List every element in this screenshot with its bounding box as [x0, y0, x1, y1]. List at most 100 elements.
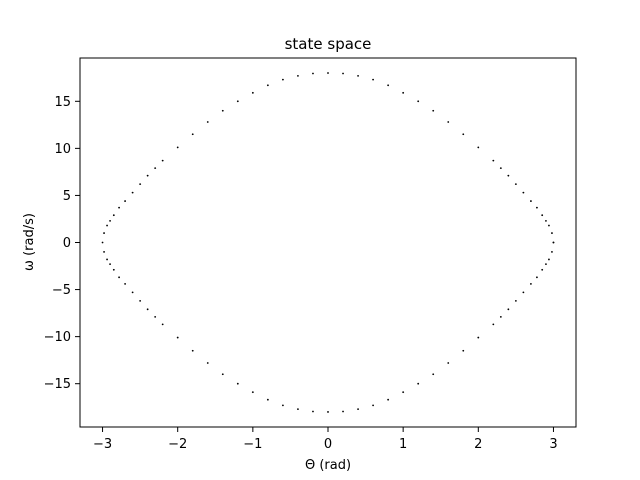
- data-point: [251, 91, 254, 94]
- data-point: [236, 382, 239, 385]
- data-point: [548, 224, 550, 227]
- data-point: [522, 291, 525, 294]
- y-tick-label: −5: [52, 283, 71, 298]
- x-tick-label: 2: [474, 437, 482, 452]
- data-point: [551, 251, 553, 253]
- data-point: [402, 391, 405, 394]
- data-point: [154, 315, 157, 318]
- data-point: [357, 74, 359, 77]
- data-point: [342, 410, 344, 413]
- x-axis-label: Θ (rad): [305, 458, 351, 473]
- data-point: [161, 323, 164, 326]
- data-point: [101, 241, 104, 244]
- data-point: [507, 174, 510, 177]
- data-point: [477, 146, 480, 149]
- data-point: [462, 349, 465, 352]
- y-axis-ticks: −15 −10 −5 0 5 10 15: [44, 95, 80, 392]
- data-point: [387, 398, 390, 401]
- data-point: [146, 174, 149, 177]
- data-point: [118, 206, 120, 209]
- data-point: [447, 121, 450, 123]
- x-axis-ticks: −3 −2 −1 0 1 2 3: [93, 427, 558, 452]
- data-point: [545, 263, 547, 266]
- data-point: [536, 276, 538, 279]
- data-point: [312, 72, 314, 75]
- data-point: [447, 362, 450, 364]
- data-point: [154, 167, 157, 170]
- y-tick-label: 5: [63, 189, 71, 204]
- data-point: [522, 191, 525, 194]
- data-point: [124, 283, 126, 285]
- data-point: [530, 283, 532, 285]
- data-point: [266, 84, 269, 87]
- plot-frame: [79, 57, 577, 428]
- data-point: [492, 159, 495, 162]
- chart-title: state space: [285, 35, 372, 53]
- data-point: [221, 109, 224, 112]
- data-point: [131, 191, 134, 194]
- data-point: [514, 299, 517, 302]
- data-point: [499, 167, 502, 170]
- data-point: [282, 404, 284, 407]
- data-point: [191, 133, 194, 136]
- data-point: [432, 109, 435, 112]
- data-point: [139, 183, 142, 186]
- data-point: [312, 410, 314, 413]
- data-point: [372, 404, 374, 407]
- data-point: [402, 91, 405, 94]
- data-point: [131, 291, 134, 294]
- data-point: [297, 408, 299, 411]
- data-point: [206, 121, 209, 123]
- data-point: [372, 78, 374, 81]
- x-tick-label: −1: [243, 437, 262, 452]
- data-point: [507, 308, 510, 311]
- data-point: [103, 232, 105, 234]
- data-point: [477, 336, 480, 339]
- data-point: [417, 100, 420, 103]
- data-point: [103, 251, 105, 253]
- data-point: [221, 373, 224, 376]
- data-point: [206, 362, 209, 364]
- data-point: [236, 100, 239, 103]
- data-point: [342, 72, 344, 75]
- data-point: [530, 200, 532, 202]
- x-tick-label: 1: [399, 437, 407, 452]
- data-point: [499, 315, 502, 318]
- x-tick-label: −3: [93, 437, 112, 452]
- data-point: [357, 408, 359, 411]
- x-tick-label: 3: [549, 437, 557, 452]
- data-point: [106, 224, 108, 227]
- data-point: [146, 308, 149, 311]
- data-point: [118, 276, 120, 279]
- y-tick-label: 0: [63, 236, 71, 251]
- data-point: [112, 268, 115, 271]
- data-point: [417, 382, 420, 385]
- y-tick-label: −15: [44, 377, 71, 392]
- data-point: [266, 398, 269, 401]
- data-point: [387, 84, 390, 87]
- data-point: [109, 219, 111, 222]
- data-point: [161, 159, 164, 162]
- data-point: [552, 241, 555, 244]
- data-point: [106, 258, 108, 261]
- data-point: [551, 232, 553, 234]
- data-point: [282, 78, 284, 81]
- y-axis-label: ω (rad/s): [22, 213, 37, 271]
- data-point: [541, 214, 544, 217]
- data-point: [327, 72, 329, 74]
- data-point: [124, 200, 126, 202]
- data-point: [176, 336, 179, 339]
- data-point: [191, 349, 194, 352]
- data-point: [139, 299, 142, 302]
- data-point: [297, 74, 299, 77]
- x-tick-label: 0: [324, 437, 332, 452]
- y-tick-label: 10: [54, 142, 71, 157]
- data-point: [492, 323, 495, 326]
- y-tick-label: 15: [54, 95, 71, 110]
- data-point: [548, 258, 550, 261]
- data-point: [514, 183, 517, 186]
- data-point: [112, 214, 115, 217]
- data-point: [251, 391, 254, 394]
